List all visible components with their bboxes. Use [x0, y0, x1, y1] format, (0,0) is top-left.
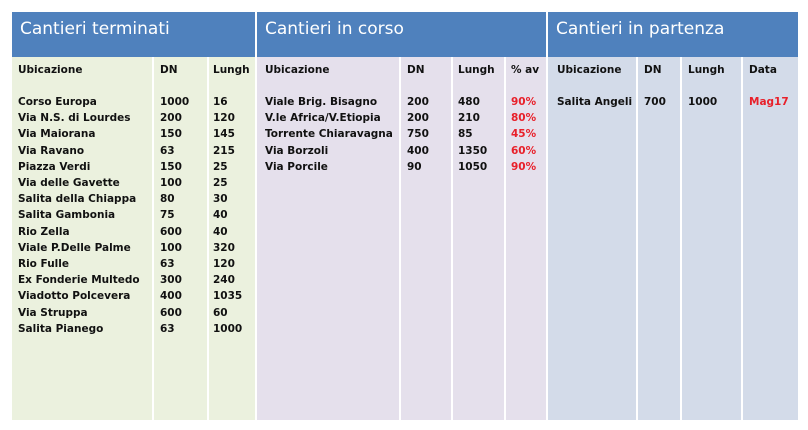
table-cell: 600	[160, 225, 182, 238]
table-cell: 90	[407, 160, 422, 173]
table-cell: Via Ravano	[18, 144, 85, 157]
table-cell: 150	[160, 160, 182, 173]
table-cell: 210	[458, 112, 480, 125]
table-cell: 700	[644, 96, 666, 108]
table-cell: 240	[213, 274, 235, 287]
table-cell: 80	[160, 193, 175, 206]
table-cell: 400	[160, 290, 182, 303]
table-cell: 100	[160, 241, 182, 254]
table-cell: 30	[213, 193, 228, 206]
table-cell: Salita Angeli	[557, 96, 633, 108]
table-cell: 63	[160, 144, 175, 157]
table-cell: Rio Fulle	[18, 258, 69, 270]
table-cell: 300	[160, 274, 182, 287]
column-separator	[680, 57, 682, 420]
column-header: % av	[511, 64, 540, 76]
section-body	[548, 57, 800, 420]
section-title: Cantieri in partenza	[548, 12, 800, 57]
table-cell: Viale Brig. Bisagno	[265, 96, 378, 108]
column-header: Data	[749, 64, 777, 76]
table-cell: 120	[213, 258, 235, 270]
table-cell: 200	[407, 112, 429, 125]
table-cell: 1000	[688, 96, 718, 108]
column-header: Lungh	[458, 64, 495, 76]
table-cell: 63	[160, 258, 175, 270]
column-separator	[636, 57, 638, 420]
table-cell: Viadotto Polcevera	[18, 290, 131, 303]
table-cell: Via Porcile	[265, 160, 328, 173]
table-cell: V.le Africa/V.Etiopia	[265, 112, 381, 125]
table-cell: 16	[213, 96, 228, 108]
table-cell: 60%	[511, 144, 537, 157]
section-body	[12, 57, 257, 420]
column-separator	[152, 57, 154, 420]
table-cell: 750	[407, 128, 429, 141]
column-header: DN	[407, 64, 425, 76]
table-cell: 60	[213, 306, 228, 319]
table-cell: 200	[160, 112, 182, 125]
table-cell: Via delle Gavette	[18, 177, 120, 189]
table-cell: Via Maiorana	[18, 128, 96, 141]
column-header: Lungh	[688, 64, 725, 76]
table-cell: 100	[160, 177, 182, 189]
column-header: Lungh	[213, 64, 250, 76]
table-cell: 25	[213, 160, 228, 173]
table-cell: 600	[160, 306, 182, 319]
table-cell: 480	[458, 96, 480, 108]
table-cell: 400	[407, 144, 429, 157]
table-cell: 1350	[458, 144, 488, 157]
table-cell: 85	[458, 128, 473, 141]
table-cell: Mag17	[749, 96, 789, 108]
table-cell: Torrente Chiaravagna	[265, 128, 393, 141]
column-separator	[741, 57, 743, 420]
column-header: Ubicazione	[18, 64, 83, 76]
table-cell: 1035	[213, 290, 243, 303]
table-cell: 90%	[511, 160, 537, 173]
column-header: DN	[160, 64, 178, 76]
table-cell: 1000	[213, 322, 243, 335]
table-cell: 200	[407, 96, 429, 108]
table-cell: 80%	[511, 112, 537, 125]
table-cell: 25	[213, 177, 228, 189]
column-separator	[207, 57, 209, 420]
table-cell: Via N.S. di Lourdes	[18, 112, 131, 125]
column-separator	[451, 57, 453, 420]
table-cell: 150	[160, 128, 182, 141]
table-cell: Salita Pianego	[18, 322, 104, 335]
table-cell: 75	[160, 209, 175, 222]
table-cell: Via Struppa	[18, 306, 88, 319]
table-cell: 120	[213, 112, 235, 125]
table-cell: 145	[213, 128, 235, 141]
table-cell: 45%	[511, 128, 537, 141]
table-cell: 40	[213, 225, 228, 238]
table-cell: Corso Europa	[18, 96, 97, 108]
column-separator	[504, 57, 506, 420]
section-title: Cantieri in corso	[257, 12, 548, 57]
column-header: DN	[644, 64, 662, 76]
table-cell: 63	[160, 322, 175, 335]
table-cell: 40	[213, 209, 228, 222]
table-cell: Rio Zella	[18, 225, 70, 238]
table-cell: 215	[213, 144, 235, 157]
table-cell: Ex Fonderie Multedo	[18, 274, 140, 287]
table-cell: Viale P.Delle Palme	[18, 241, 131, 254]
column-header: Ubicazione	[557, 64, 622, 76]
table-cell: 1050	[458, 160, 488, 173]
column-separator	[399, 57, 401, 420]
table-cell: Via Borzoli	[265, 144, 329, 157]
table-cell: Piazza Verdi	[18, 160, 91, 173]
table-cell: Salita Gambonia	[18, 209, 116, 222]
section-body	[257, 57, 548, 420]
column-header: Ubicazione	[265, 64, 330, 76]
table-cell: 1000	[160, 96, 190, 108]
section-title: Cantieri terminati	[12, 12, 257, 57]
table-cell: 90%	[511, 96, 537, 108]
table-cell: Salita della Chiappa	[18, 193, 137, 206]
table-cell: 320	[213, 241, 235, 254]
